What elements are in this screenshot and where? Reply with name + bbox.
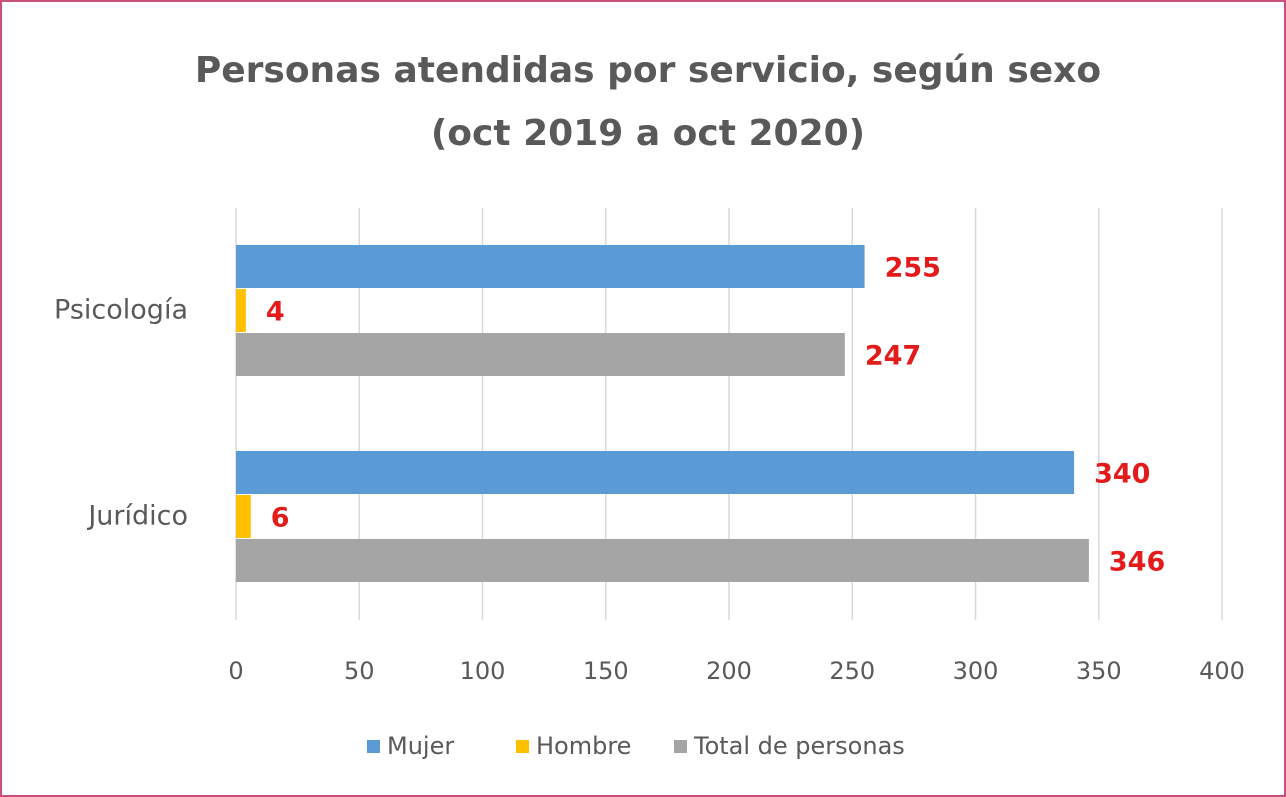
data-label: 247 [865, 341, 921, 372]
legend-label: Mujer [387, 732, 454, 760]
bar [236, 333, 845, 376]
legend-swatch [674, 740, 687, 753]
legend-label: Hombre [536, 732, 631, 760]
data-label: 346 [1109, 547, 1165, 578]
x-tick-label: 250 [829, 657, 875, 685]
legend-swatch [367, 740, 380, 753]
bar [236, 245, 865, 288]
chart-title: Personas atendidas por servicio, según s… [195, 50, 1101, 91]
bar [236, 451, 1075, 494]
y-tick-label: Psicología [54, 295, 188, 326]
x-tick-label: 300 [953, 657, 999, 685]
bar [236, 539, 1089, 582]
x-tick-label: 400 [1199, 657, 1245, 685]
x-tick-label: 100 [460, 657, 506, 685]
x-tick-label: 200 [706, 657, 752, 685]
chart-subtitle: (oct 2019 a oct 2020) [431, 113, 865, 154]
bar [236, 495, 251, 538]
data-label: 4 [266, 297, 285, 328]
data-label: 6 [271, 503, 290, 534]
data-label: 255 [885, 253, 941, 284]
x-tick-label: 50 [344, 657, 375, 685]
bar [236, 289, 246, 332]
x-tick-label: 0 [228, 657, 243, 685]
x-tick-label: 350 [1076, 657, 1122, 685]
data-label: 340 [1094, 459, 1150, 490]
x-tick-label: 150 [583, 657, 629, 685]
y-tick-label: Jurídico [86, 501, 188, 532]
legend-label: Total de personas [693, 732, 905, 760]
legend-swatch [516, 740, 529, 753]
